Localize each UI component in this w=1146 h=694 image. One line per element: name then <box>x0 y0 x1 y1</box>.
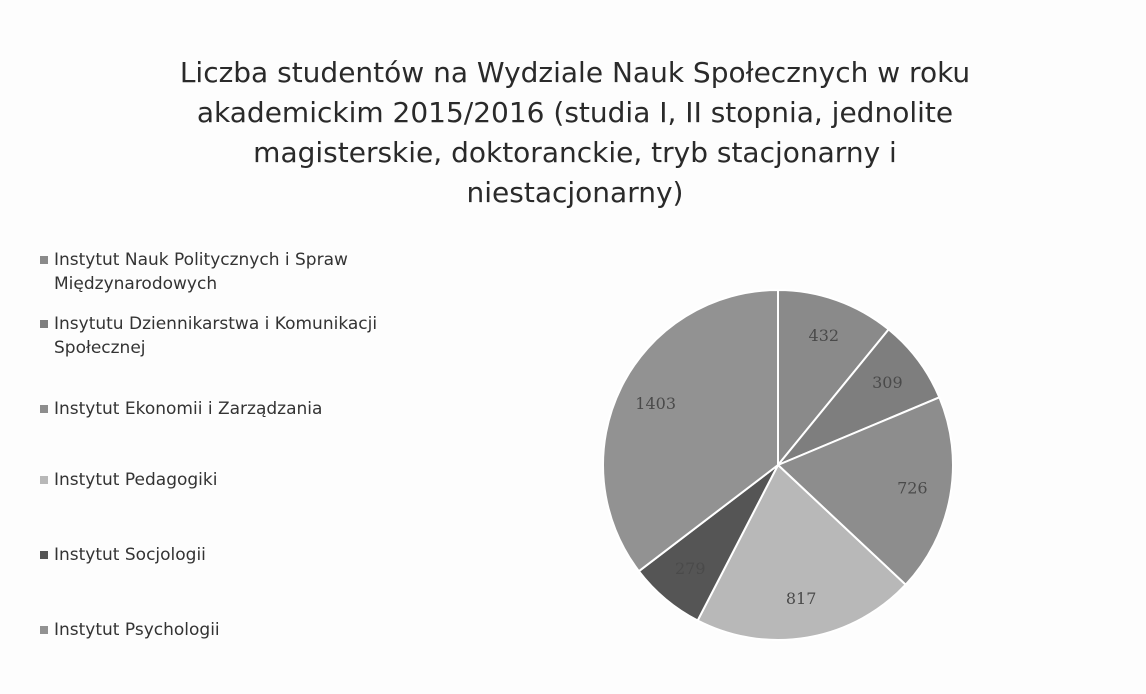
legend-swatch <box>40 320 48 328</box>
chart-title: akademickim 2015/2016 (studia I, II stop… <box>197 96 953 129</box>
data-label: 309 <box>872 373 903 392</box>
legend-swatch <box>40 626 48 634</box>
legend-label: Instytut Nauk Politycznych i Spraw Międz… <box>54 250 348 294</box>
pie-slice <box>696 463 908 641</box>
pie-slice <box>776 396 954 587</box>
legend-item: Instytut Nauk Politycznych i Spraw Międz… <box>40 248 390 296</box>
legend-swatch <box>40 405 48 413</box>
legend-label: Instytut Pedagogiki <box>54 470 218 490</box>
legend-item: Instytut Socjologii <box>40 543 390 567</box>
data-label: 1403 <box>635 394 676 413</box>
legend-item: Insytutu Dziennikarstwa i Komunikacji Sp… <box>40 312 390 360</box>
chart-title: niestacjonarny) <box>467 176 684 209</box>
legend-label: Insytutu Dziennikarstwa i Komunikacji Sp… <box>54 314 378 358</box>
pie-slice <box>777 288 891 468</box>
legend-swatch <box>40 256 48 264</box>
data-label: 432 <box>809 326 840 345</box>
data-label: 817 <box>786 589 817 608</box>
data-label: 279 <box>675 559 706 578</box>
chart-title: magisterskie, doktoranckie, tryb stacjon… <box>253 136 897 169</box>
legend-swatch <box>40 551 48 559</box>
legend-item: Instytut Psychologii <box>40 618 390 642</box>
legend-label: Instytut Socjologii <box>54 545 206 565</box>
legend-swatch <box>40 476 48 484</box>
legend-label: Instytut Psychologii <box>54 620 220 640</box>
data-label: 726 <box>897 479 928 498</box>
chart-title: Liczba studentów na Wydziale Nauk Społec… <box>180 56 970 89</box>
legend-label: Instytut Ekonomii i Zarządzania <box>54 399 323 419</box>
legend-item: Instytut Ekonomii i Zarządzania <box>40 397 390 421</box>
legend-item: Instytut Pedagogiki <box>40 468 390 492</box>
pie-slice <box>602 288 779 573</box>
